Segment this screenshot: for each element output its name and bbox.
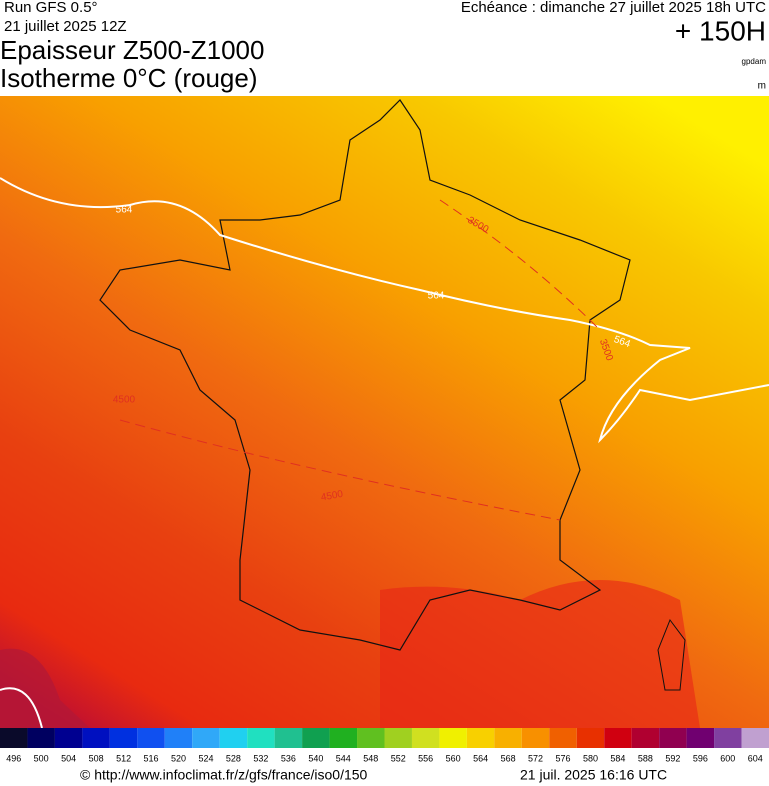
colorbar-swatch [494, 728, 522, 748]
colorbar-label: 504 [61, 753, 76, 763]
colorbar-label: 544 [336, 753, 351, 763]
colorbar-swatch [411, 728, 440, 748]
colorbar-swatch [466, 728, 495, 748]
colorbar-swatch [219, 728, 248, 748]
colorbar-label: 536 [281, 753, 296, 763]
colorbar-swatch [109, 728, 138, 748]
corsica-outline [657, 618, 686, 691]
colorbar-label: 568 [501, 753, 516, 763]
contour-label: 564 [428, 291, 445, 302]
contour [0, 687, 43, 729]
colorbar-label: 604 [748, 753, 763, 763]
colorbar-label: 508 [89, 753, 104, 763]
valid-time: Echéance : dimanche 27 juillet 2025 18h … [461, 0, 766, 16]
contour-label: 4500 [320, 489, 344, 504]
colorbar-label: 496 [6, 753, 21, 763]
generated-time: 21 juil. 2025 16:16 UTC [520, 767, 667, 783]
colorbar-swatch [549, 728, 577, 748]
colorbar-swatch [659, 728, 687, 748]
source-url: © http://www.infoclimat.fr/z/gfs/france/… [80, 767, 368, 783]
colorbar-label: 596 [693, 753, 708, 763]
colorbar-swatch [54, 728, 83, 748]
colorbar-swatch [576, 728, 605, 748]
france-outline [99, 99, 631, 651]
colorbar-swatch [357, 728, 385, 748]
colorbar-swatch [384, 728, 412, 748]
colorbar-label: 588 [638, 753, 653, 763]
colorbar-label: 572 [528, 753, 543, 763]
colorbar-label: 564 [473, 753, 488, 763]
colorbar-swatch [82, 728, 110, 748]
colorbar-swatch [741, 728, 769, 748]
colorbar-swatch [521, 728, 550, 748]
colorbar-swatch [714, 728, 742, 748]
colorbar-swatch [439, 728, 467, 748]
colorbar-swatch [137, 728, 165, 748]
colorbar-swatch [0, 728, 28, 748]
colorbar-label: 528 [226, 753, 241, 763]
unit: gpdam [742, 57, 767, 66]
run-date: 21 juillet 2025 12Z [4, 18, 127, 35]
colorbar-label: 524 [198, 753, 213, 763]
colorbar-label: 552 [391, 753, 406, 763]
colorbar-swatch [686, 728, 715, 748]
colorbar-label: 592 [665, 753, 680, 763]
isotherm-0 [119, 199, 601, 521]
colorbar-label: 548 [363, 753, 378, 763]
contour-label: 4500 [113, 395, 136, 406]
contour-564 [0, 177, 769, 444]
colorbar-label: 560 [446, 753, 461, 763]
colorbar-label: 516 [144, 753, 159, 763]
colorbar-label: 540 [308, 753, 323, 763]
lead-time: + 150H [675, 15, 766, 46]
colorbar-swatch [302, 728, 330, 748]
colorbar-label: 556 [418, 753, 433, 763]
run-label: Run GFS 0.5° [4, 0, 98, 16]
colorbar-label: 512 [116, 753, 131, 763]
colorbar-swatch [27, 728, 55, 748]
colorbar-swatch [274, 728, 303, 748]
map-shade [0, 648, 90, 728]
sea-shade [380, 580, 700, 728]
map [0, 96, 769, 729]
colorbar-swatch [247, 728, 275, 748]
colorbar-swatch [192, 728, 220, 748]
colorbar-swatch [329, 728, 358, 748]
colorbar-swatch [604, 728, 632, 748]
colorbar-label: 600 [720, 753, 735, 763]
colorbar-label: 520 [171, 753, 186, 763]
colorbar-label: 580 [583, 753, 598, 763]
title: Epaisseur Z500-Z1000 [0, 35, 264, 65]
colorbar-label: 584 [610, 753, 625, 763]
colorbar-label: 532 [253, 753, 268, 763]
colorbar-label: 576 [556, 753, 571, 763]
colorbar-label: 500 [34, 753, 49, 763]
subtitle: Isotherme 0°C (rouge) [0, 63, 258, 93]
colorbar: 496 500 504 508 512 516 520 524 528 532 536 540 544 5… [0, 728, 769, 763]
unit: m [758, 81, 766, 92]
contour-label: 564 [116, 205, 133, 216]
colorbar-swatch [631, 728, 660, 748]
colorbar-swatch [164, 728, 193, 748]
